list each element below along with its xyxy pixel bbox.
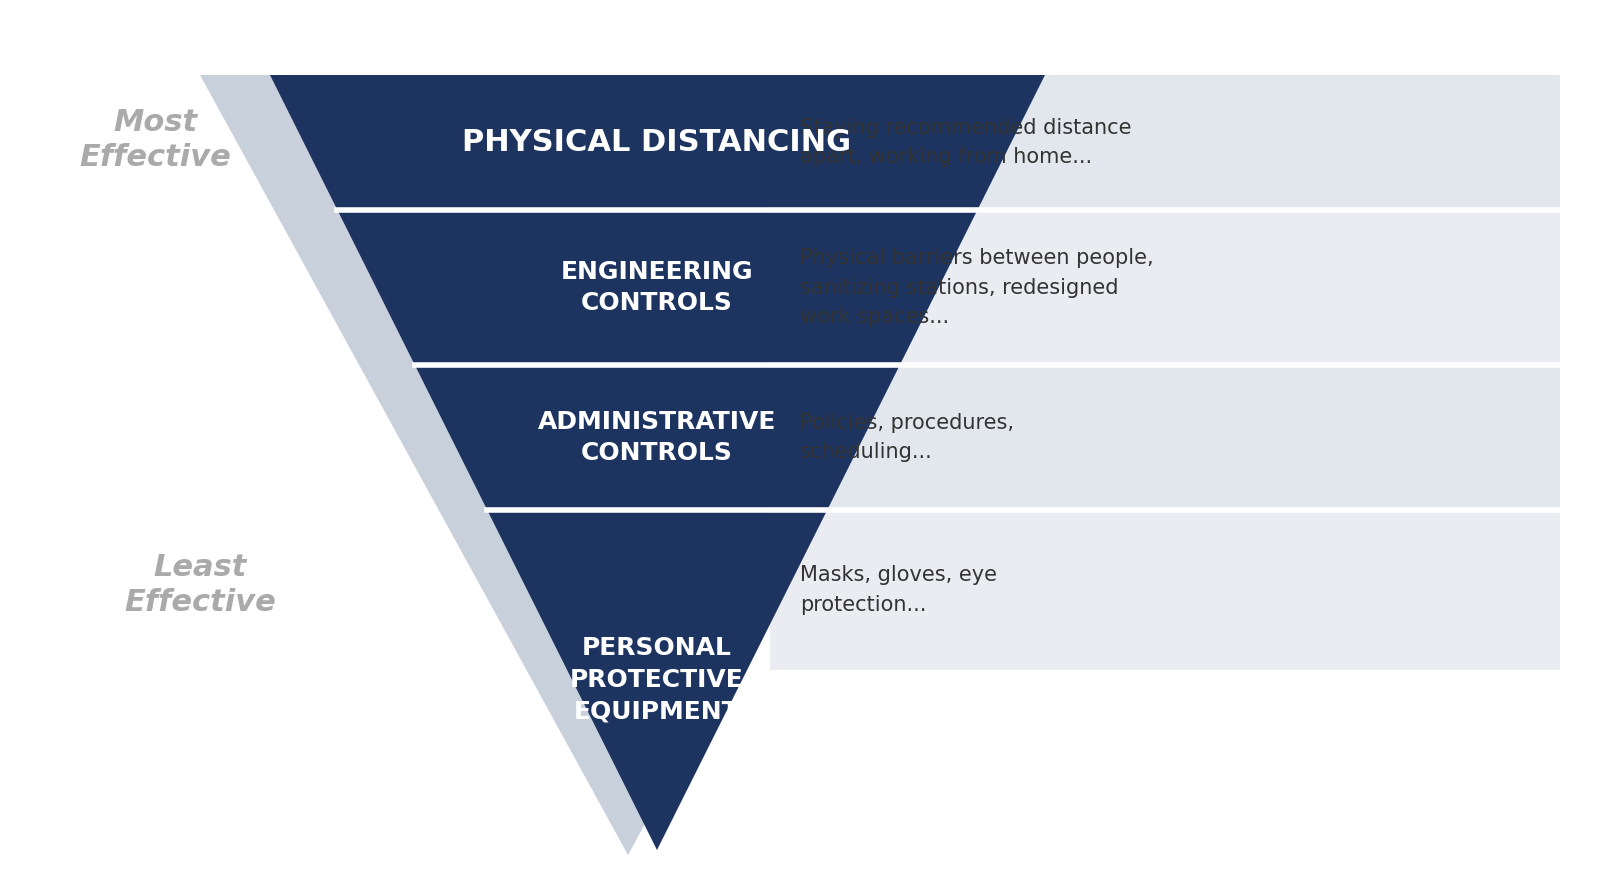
Bar xyxy=(770,365,1560,510)
Text: Staying recommended distance
apart, working from home...: Staying recommended distance apart, work… xyxy=(800,118,1131,167)
Text: ENGINEERING
CONTROLS: ENGINEERING CONTROLS xyxy=(560,259,754,315)
Polygon shape xyxy=(338,210,978,365)
Bar xyxy=(770,210,1560,365)
Text: Least
Effective: Least Effective xyxy=(125,552,275,618)
Bar xyxy=(770,510,1560,670)
Text: Physical barriers between people,
sanitizing stations, redesigned
work spaces...: Physical barriers between people, saniti… xyxy=(800,248,1154,327)
Bar xyxy=(770,75,1560,210)
Polygon shape xyxy=(200,75,1054,855)
Text: PHYSICAL DISTANCING: PHYSICAL DISTANCING xyxy=(462,128,851,157)
Text: Most
Effective: Most Effective xyxy=(78,108,230,173)
Polygon shape xyxy=(488,510,827,850)
Text: Policies, procedures,
scheduling...: Policies, procedures, scheduling... xyxy=(800,412,1014,462)
Polygon shape xyxy=(414,365,899,510)
Text: Masks, gloves, eye
protection...: Masks, gloves, eye protection... xyxy=(800,566,997,615)
Polygon shape xyxy=(270,75,1045,210)
Text: PERSONAL
PROTECTIVE
EQUIPMENT: PERSONAL PROTECTIVE EQUIPMENT xyxy=(570,636,744,724)
Text: ADMINISTRATIVE
CONTROLS: ADMINISTRATIVE CONTROLS xyxy=(538,410,776,466)
